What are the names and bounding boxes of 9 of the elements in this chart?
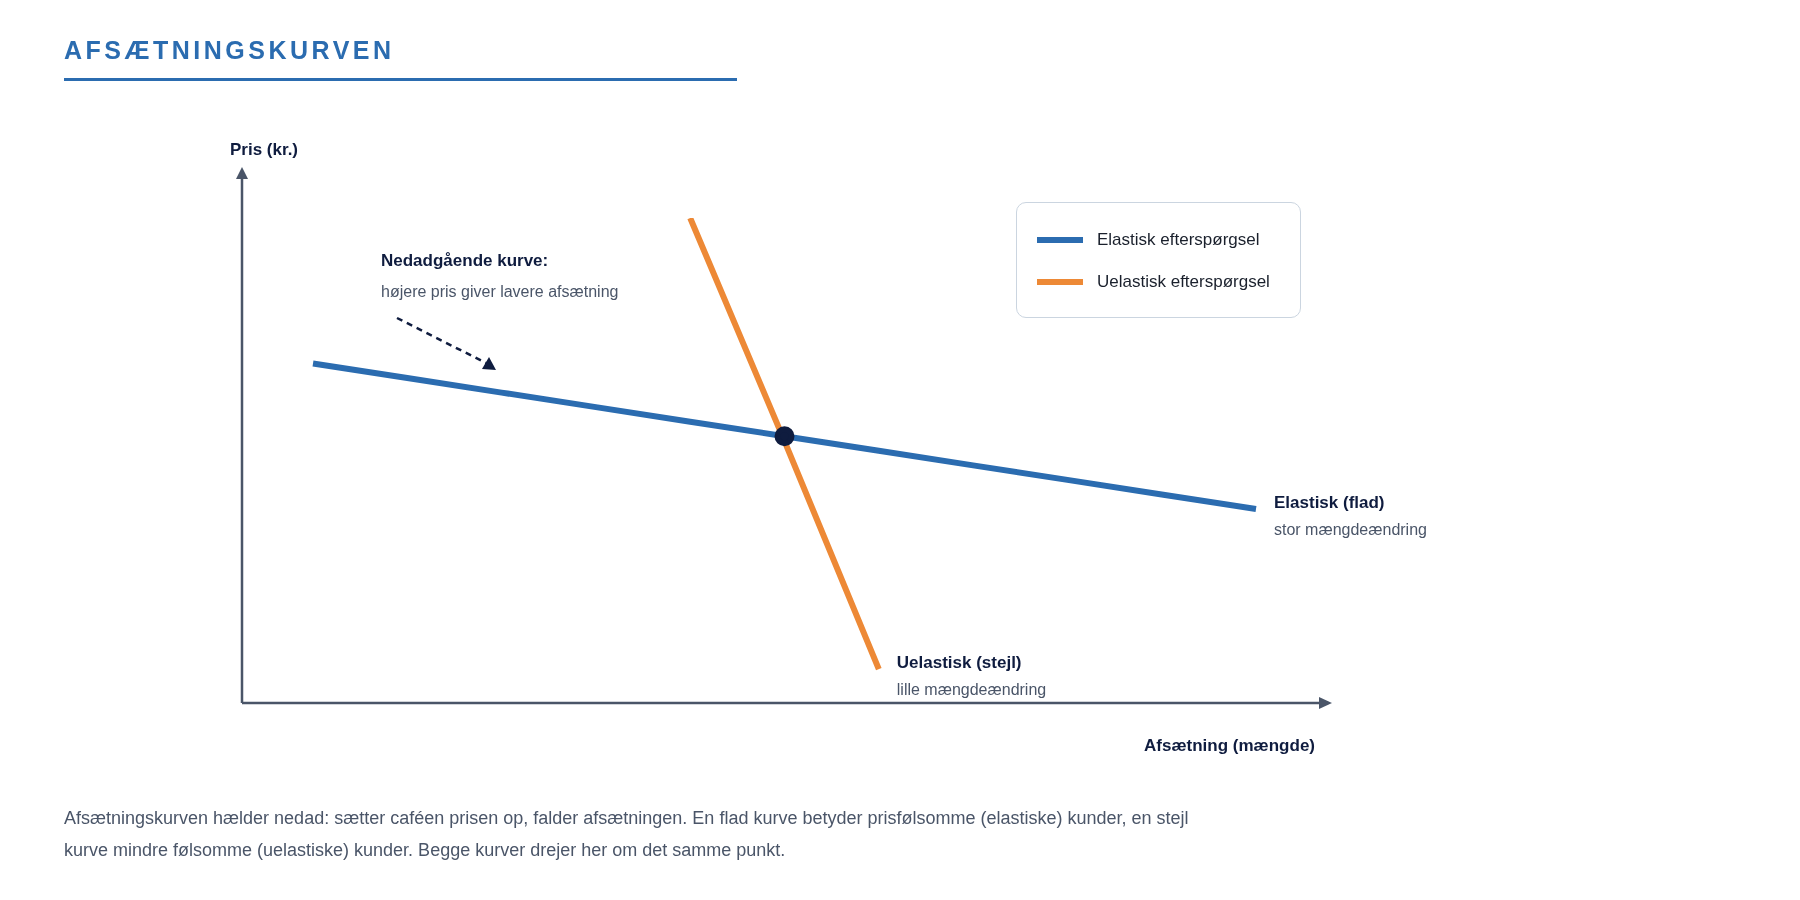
- legend-label: Uelastisk efterspørgsel: [1097, 272, 1270, 292]
- y-axis-title: Pris (kr.): [229, 139, 299, 159]
- legend-label: Elastisk efterspørgsel: [1097, 230, 1260, 250]
- x-axis-title: Afsætning (mængde): [1144, 735, 1315, 755]
- chart-title: AFSÆTNINGSKURVEN: [64, 36, 395, 65]
- annotation: Uelastisk (stejl) lille mængdeændring: [896, 652, 1047, 699]
- annotation: Elastisk (flad) stor mængdeændring: [1274, 492, 1427, 539]
- annotation: Nedadgående kurve: højere pris giver lavere afsætning: [381, 250, 619, 301]
- text: Afsætningskurven hælder nedad: sætter caféen prisen op, falder afsætningen. En flad kurve betyder prisfølsomme (elastiske) kunder, en stejl kurve mindre følsomme (uelastiske) kunder. Begge kurver drejer her om det samme punkt.: [64, 807, 1190, 862]
